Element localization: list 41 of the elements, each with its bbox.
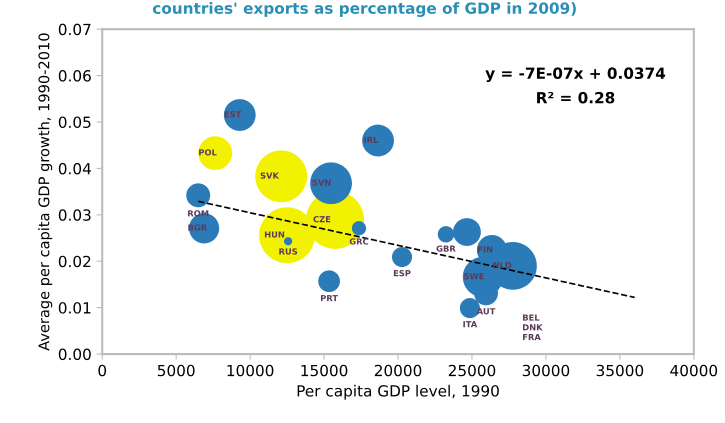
annotation: BEL xyxy=(523,314,540,321)
x-axis-title: Per capita GDP level, 1990 xyxy=(298,384,499,400)
y-tick-label: 0.03 xyxy=(58,209,91,221)
y-tick-label: 0.04 xyxy=(58,162,91,174)
x-tick-label: 35000 xyxy=(596,364,644,376)
y-tick-label: 0.06 xyxy=(58,70,91,82)
annotation: POL xyxy=(199,149,217,156)
x-tick-label: 0 xyxy=(98,364,106,376)
annotation: CZE xyxy=(313,216,330,222)
annotation: GBR xyxy=(436,245,456,252)
y-tick-label: 0.02 xyxy=(58,256,90,268)
annotation: FRA xyxy=(523,334,541,340)
y-tick-label: 0.07 xyxy=(58,24,91,36)
annotation: HUN xyxy=(264,231,284,238)
x-tick-label: 25000 xyxy=(448,364,496,376)
x-tick-label: 40000 xyxy=(670,364,718,376)
chart-subtitle: countries' exports as percentage of GDP in 2009) xyxy=(152,2,576,18)
annotation: ITA xyxy=(463,321,478,328)
annotation: FIN xyxy=(478,246,492,252)
annotation: IRL xyxy=(364,136,378,143)
annotation: PRT xyxy=(320,295,338,302)
annotation: SVK xyxy=(260,172,280,179)
y-axis-title: Average per capita GDP growth, 1990-2010 xyxy=(38,33,52,351)
annotation: ESP xyxy=(394,270,411,276)
annotation: NLD xyxy=(493,262,512,268)
annotation: RUS xyxy=(279,248,298,255)
annotation: SWE xyxy=(464,273,484,280)
annotation: SVN xyxy=(312,179,331,186)
x-tick-label: 15000 xyxy=(301,364,348,376)
annotation: y = -7E-07x + 0.0374 xyxy=(485,67,666,82)
annotation: ROM xyxy=(188,210,208,217)
x-tick-label: 10000 xyxy=(228,364,274,376)
y-tick-label: 0.05 xyxy=(58,116,90,128)
annotation: EST xyxy=(224,111,242,118)
y-tick-label: 0.01 xyxy=(58,302,90,314)
x-tick-label: 20000 xyxy=(374,364,422,376)
x-tick-label: 5000 xyxy=(158,364,195,376)
x-tick-label: 30000 xyxy=(522,364,570,376)
annotation: R² = 0.28 xyxy=(537,92,614,104)
y-tick-label: 0.00 xyxy=(58,348,91,360)
annotation: DNK xyxy=(523,324,543,330)
